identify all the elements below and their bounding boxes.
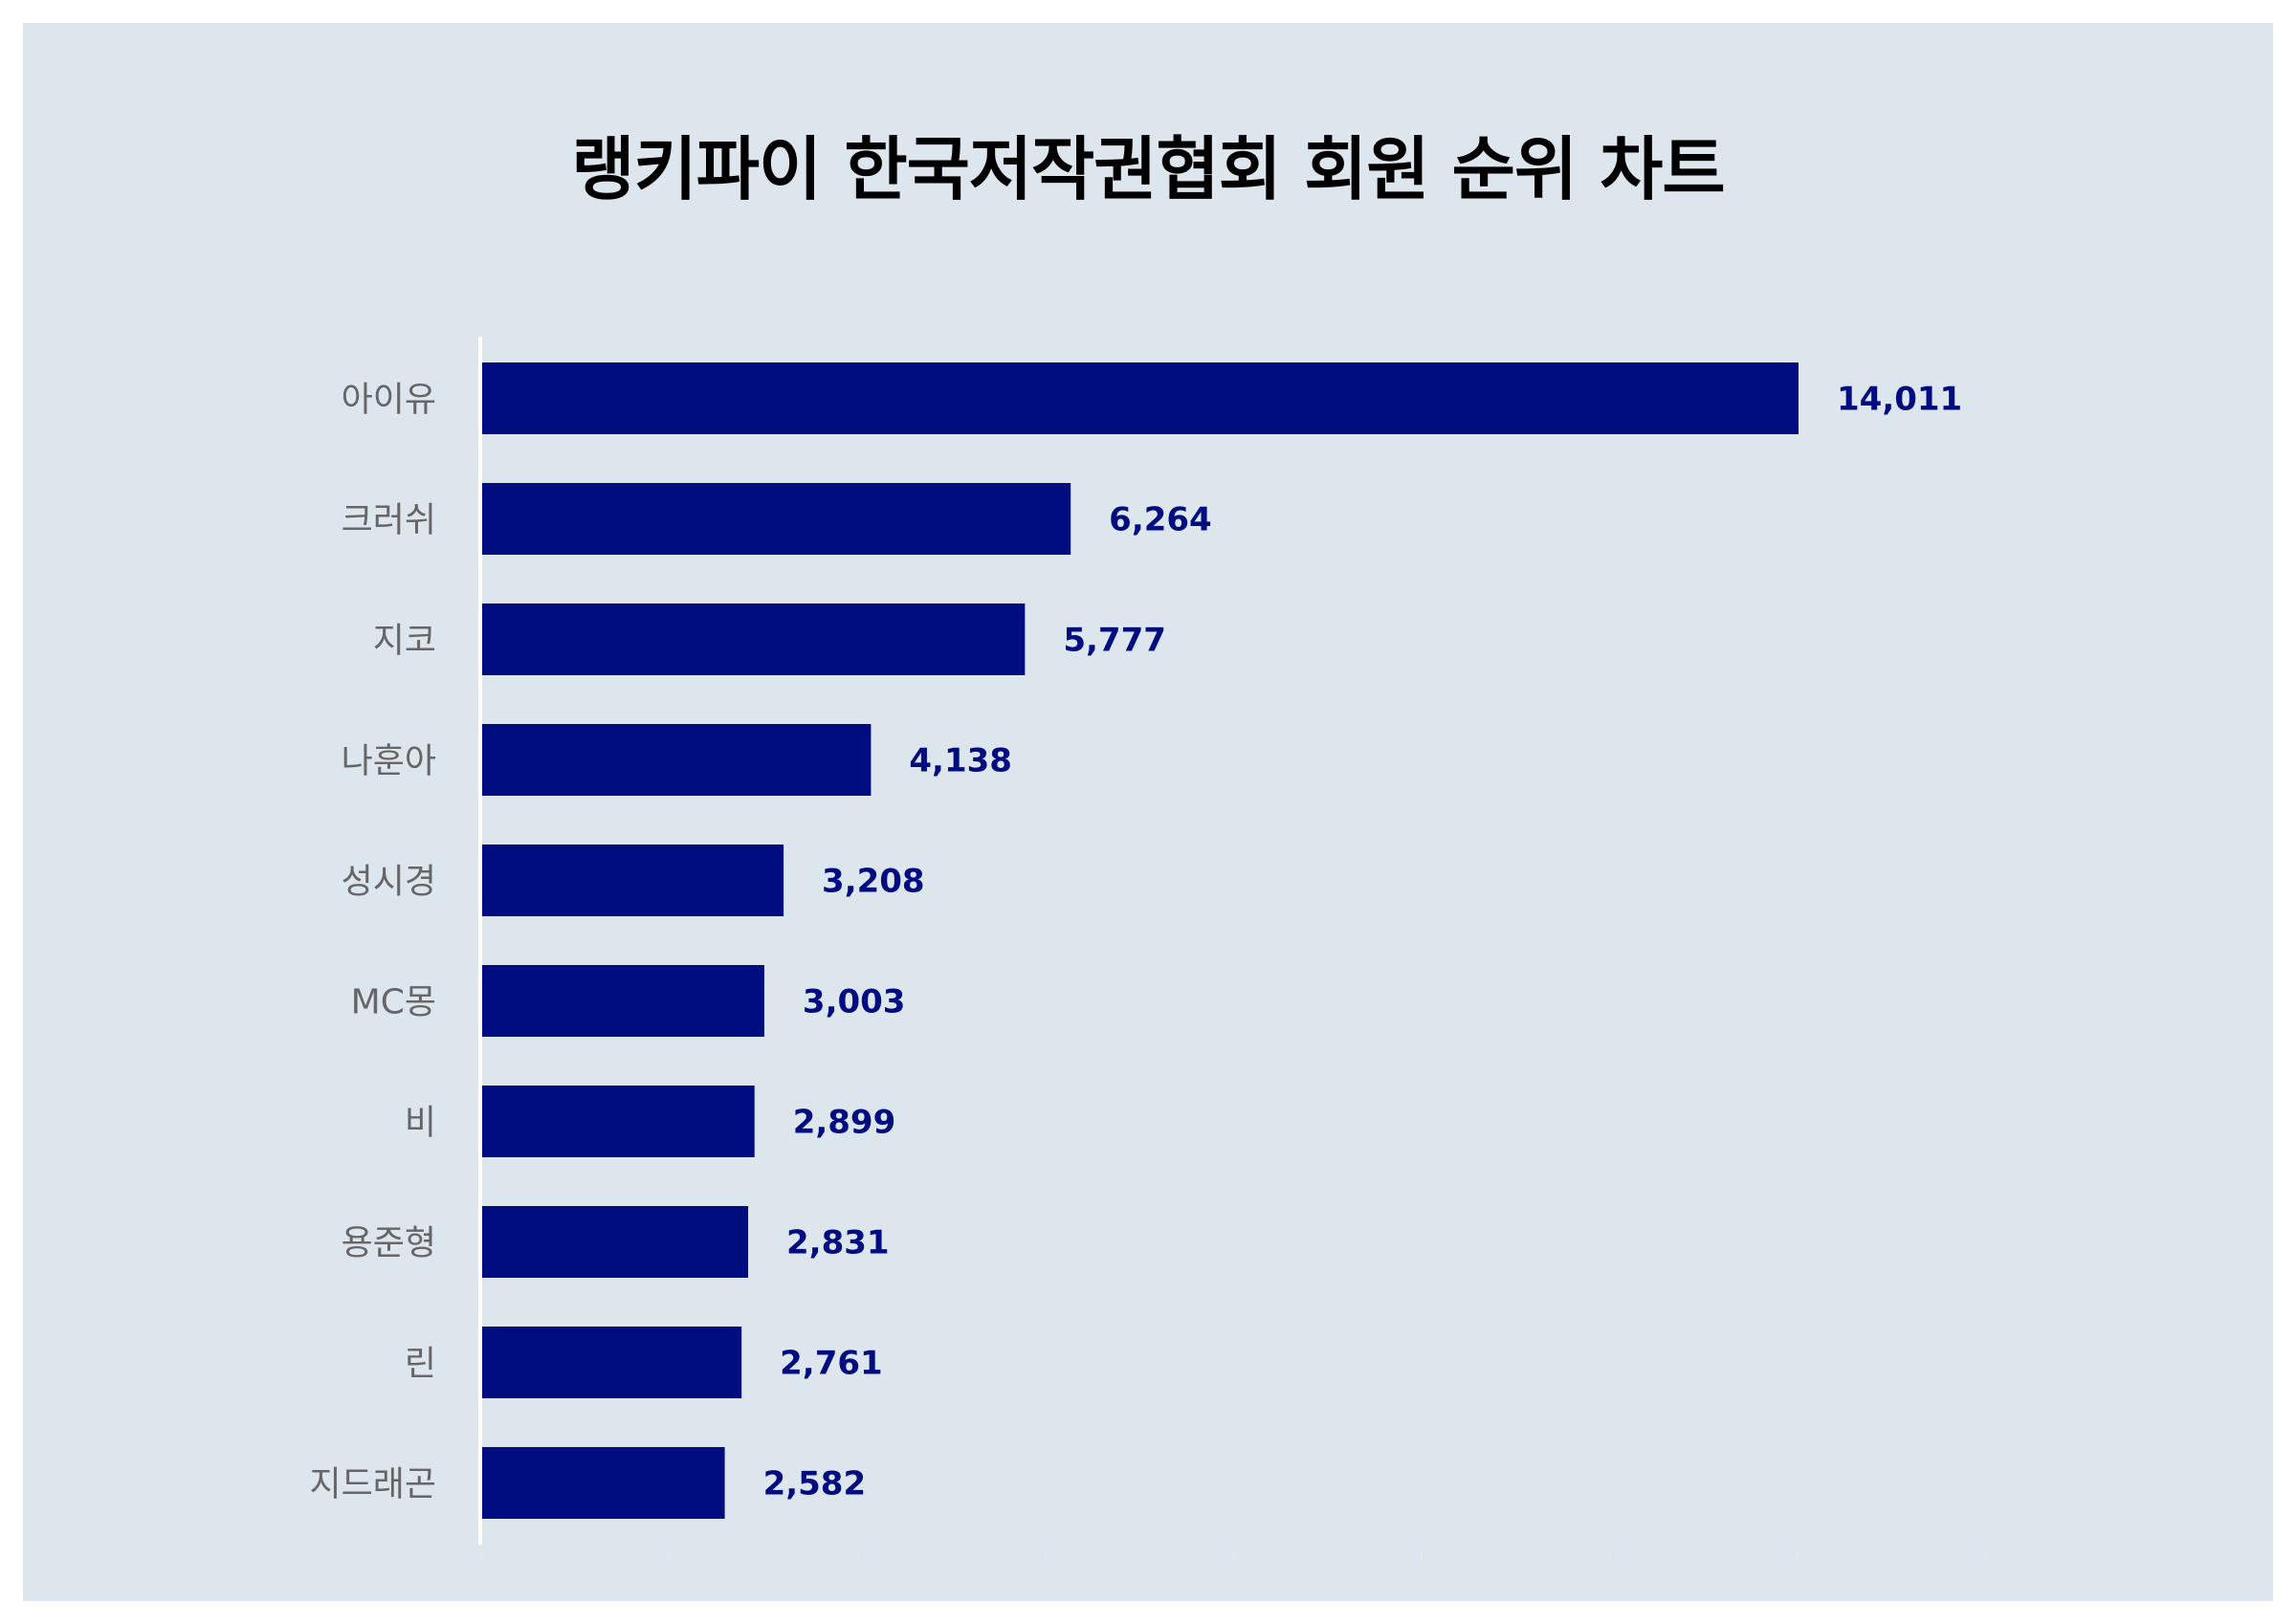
bar xyxy=(482,483,1071,555)
chart-panel xyxy=(23,23,2273,1601)
category-label: 크러쉬 xyxy=(342,501,436,540)
category-label: 지코 xyxy=(373,622,436,661)
category-label: 비 xyxy=(405,1104,436,1143)
bars xyxy=(482,362,1799,1519)
bar xyxy=(482,604,1026,675)
category-label: 성시경 xyxy=(342,863,436,902)
category-label: 린 xyxy=(405,1345,436,1384)
bar xyxy=(482,362,1799,434)
value-label: 5,777 xyxy=(1063,622,1166,660)
value-label: 2,761 xyxy=(780,1345,883,1383)
value-label: 4,138 xyxy=(909,742,1012,780)
value-label: 2,582 xyxy=(763,1465,867,1503)
value-label: 2,899 xyxy=(793,1104,896,1142)
category-label: 지드래곤 xyxy=(310,1465,436,1504)
value-label: 6,264 xyxy=(1109,501,1212,539)
value-label: 3,208 xyxy=(822,863,925,901)
category-label: MC몽 xyxy=(351,983,436,1022)
bar xyxy=(482,1206,749,1278)
x-axis-ticks xyxy=(481,1551,1987,1559)
value-labels: 14,011 6,264 5,777 4,138 3,208 3,003 2,899 2,83… xyxy=(763,381,1963,1503)
bar xyxy=(482,1447,725,1519)
bar xyxy=(482,845,784,916)
bar xyxy=(482,724,872,796)
bar xyxy=(482,1086,755,1157)
chart-title: 랭키파이 한국저작권협회 회원 순위 차트 xyxy=(571,129,1725,209)
category-label: 아이유 xyxy=(342,381,436,420)
category-label: 용준형 xyxy=(342,1224,436,1263)
value-label: 3,003 xyxy=(803,983,906,1021)
value-label: 14,011 xyxy=(1837,381,1962,419)
bar xyxy=(482,1327,742,1398)
category-label: 나훈아 xyxy=(342,742,436,781)
value-label: 2,831 xyxy=(786,1224,890,1262)
bar xyxy=(482,965,764,1037)
